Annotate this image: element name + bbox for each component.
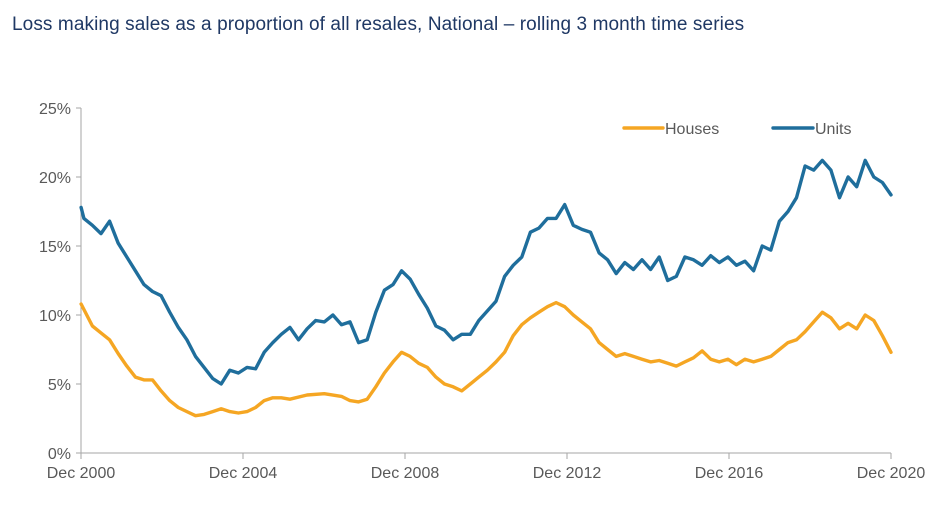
x-tick-label: Dec 2008: [371, 465, 440, 482]
legend-label-houses: Houses: [665, 121, 719, 138]
legend: Houses Units: [622, 121, 851, 138]
series-lines: [79, 158, 893, 418]
x-tick-label: Dec 2020: [857, 465, 926, 482]
series-line-houses: [79, 300, 893, 418]
y-tick-label: 5%: [48, 377, 71, 394]
y-tick-label: 20%: [39, 170, 71, 187]
x-tick-label: Dec 2004: [209, 465, 278, 482]
y-axis: 0% 5% 10% 15% 20% 25%: [39, 101, 82, 463]
legend-label-units: Units: [815, 121, 851, 138]
x-tick-label: Dec 2000: [47, 465, 116, 482]
y-tick-label: 10%: [39, 308, 71, 325]
y-tick-label: 15%: [39, 239, 71, 256]
x-tick-label: Dec 2012: [533, 465, 602, 482]
series-line-units: [79, 158, 893, 386]
y-tick-label: 25%: [39, 101, 71, 118]
chart-title: Loss making sales as a proportion of all…: [12, 14, 745, 35]
y-tick-label: 0%: [48, 446, 71, 463]
x-axis: Dec 2000 Dec 2004 Dec 2008 Dec 2012 Dec 2016…: [47, 452, 926, 482]
x-tick-label: Dec 2016: [695, 465, 764, 482]
